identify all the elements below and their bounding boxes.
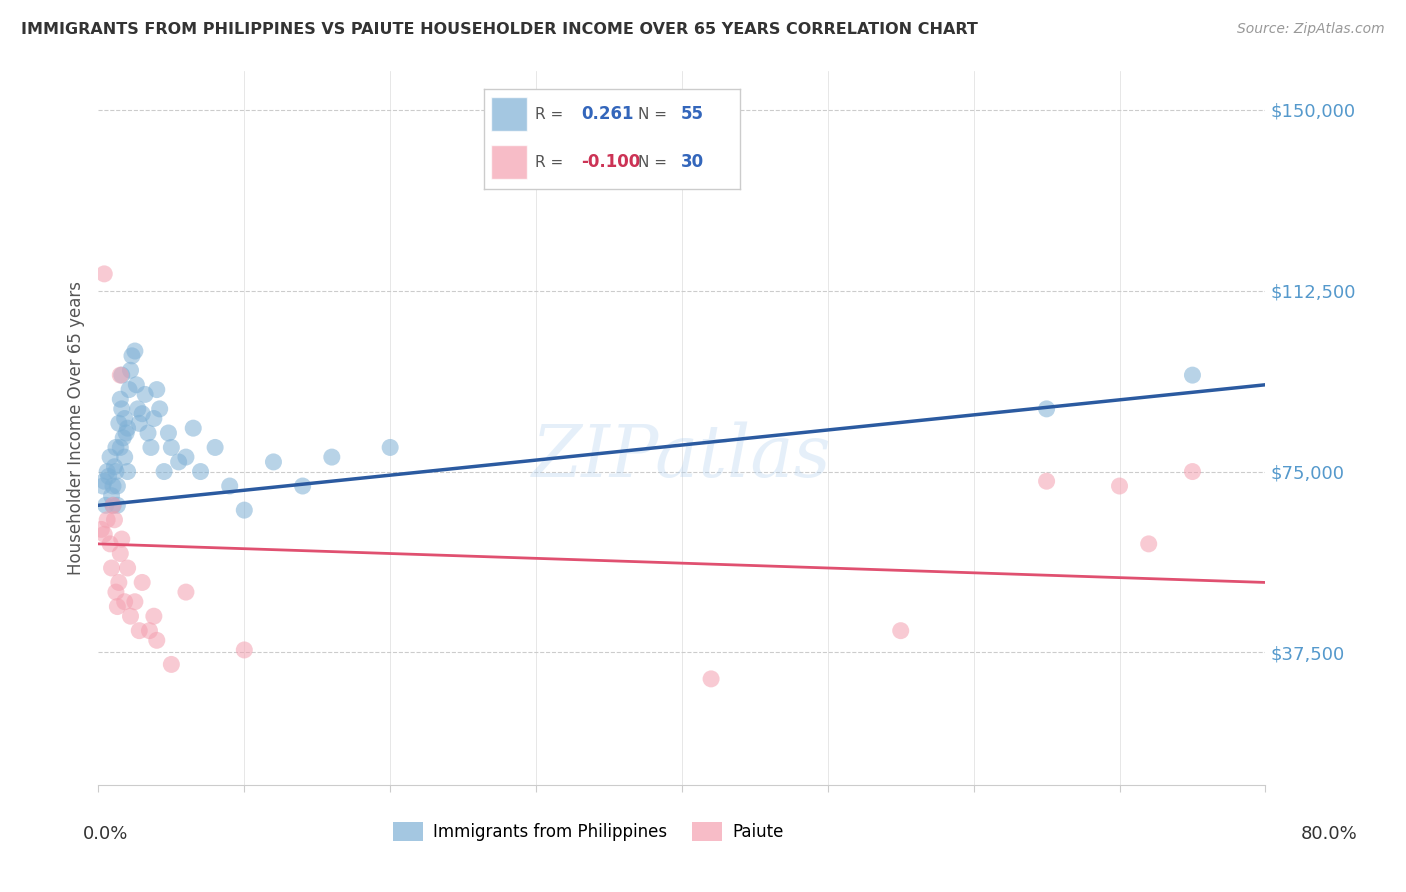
Point — [153, 465, 176, 479]
Point — [167, 455, 190, 469]
Point — [1035, 401, 1057, 416]
Point — [233, 503, 256, 517]
Point — [110, 392, 132, 407]
Point — [700, 672, 723, 686]
Point — [101, 479, 124, 493]
Point — [181, 421, 204, 435]
Point — [174, 450, 197, 464]
Point — [146, 633, 169, 648]
Point — [128, 624, 150, 638]
Point — [233, 643, 256, 657]
Point — [120, 609, 142, 624]
Point — [142, 411, 165, 425]
Point — [98, 450, 121, 464]
Point — [1035, 474, 1057, 488]
Point — [291, 479, 314, 493]
Point — [96, 513, 118, 527]
Point — [105, 599, 128, 614]
Point — [131, 407, 153, 421]
Point — [91, 479, 114, 493]
Point — [101, 498, 124, 512]
Point — [111, 401, 134, 416]
Point — [204, 441, 226, 455]
Point — [103, 459, 125, 474]
Point — [100, 489, 122, 503]
Point — [111, 532, 134, 546]
Point — [118, 383, 141, 397]
Point — [1137, 537, 1160, 551]
Point — [1181, 368, 1204, 383]
Y-axis label: Householder Income Over 65 years: Householder Income Over 65 years — [66, 281, 84, 575]
Point — [127, 401, 149, 416]
Point — [174, 585, 197, 599]
Point — [96, 465, 118, 479]
Point — [112, 431, 135, 445]
Point — [125, 377, 148, 392]
Text: 80.0%: 80.0% — [1301, 825, 1357, 843]
Point — [134, 387, 156, 401]
Point — [110, 441, 132, 455]
Point — [160, 441, 183, 455]
Point — [149, 401, 172, 416]
Point — [138, 624, 160, 638]
Point — [105, 498, 128, 512]
Point — [146, 383, 169, 397]
Point — [218, 479, 240, 493]
Point — [890, 624, 912, 638]
Point — [190, 465, 212, 479]
Point — [321, 450, 343, 464]
Point — [103, 513, 125, 527]
Point — [139, 441, 162, 455]
Point — [98, 537, 121, 551]
Point — [380, 441, 402, 455]
Point — [120, 363, 142, 377]
Point — [93, 474, 115, 488]
Point — [142, 609, 165, 624]
Point — [136, 425, 159, 440]
Point — [131, 575, 153, 590]
Point — [114, 595, 136, 609]
Legend: Immigrants from Philippines, Paiute: Immigrants from Philippines, Paiute — [387, 815, 790, 848]
Point — [94, 498, 117, 512]
Point — [104, 441, 127, 455]
Point — [117, 465, 139, 479]
Point — [114, 411, 136, 425]
Point — [93, 267, 115, 281]
Point — [100, 561, 122, 575]
Point — [101, 498, 124, 512]
Text: Source: ZipAtlas.com: Source: ZipAtlas.com — [1237, 22, 1385, 37]
Point — [1181, 465, 1204, 479]
Text: 0.0%: 0.0% — [83, 825, 128, 843]
Point — [124, 344, 146, 359]
Point — [115, 425, 138, 440]
Point — [90, 523, 112, 537]
Text: IMMIGRANTS FROM PHILIPPINES VS PAIUTE HOUSEHOLDER INCOME OVER 65 YEARS CORRELATI: IMMIGRANTS FROM PHILIPPINES VS PAIUTE HO… — [21, 22, 979, 37]
Point — [160, 657, 183, 672]
Point — [105, 479, 128, 493]
Point — [262, 455, 284, 469]
Point — [128, 417, 150, 431]
Point — [104, 585, 127, 599]
Point — [93, 527, 115, 541]
Point — [121, 349, 143, 363]
Point — [117, 421, 139, 435]
Point — [110, 547, 132, 561]
Point — [1108, 479, 1130, 493]
Point — [111, 368, 134, 383]
Point — [157, 425, 180, 440]
Point — [108, 417, 131, 431]
Text: ZIPatlas: ZIPatlas — [531, 421, 832, 492]
Point — [97, 469, 120, 483]
Point — [114, 450, 136, 464]
Point — [104, 465, 127, 479]
Point — [110, 368, 132, 383]
Point — [108, 575, 131, 590]
Point — [124, 595, 146, 609]
Point — [117, 561, 139, 575]
